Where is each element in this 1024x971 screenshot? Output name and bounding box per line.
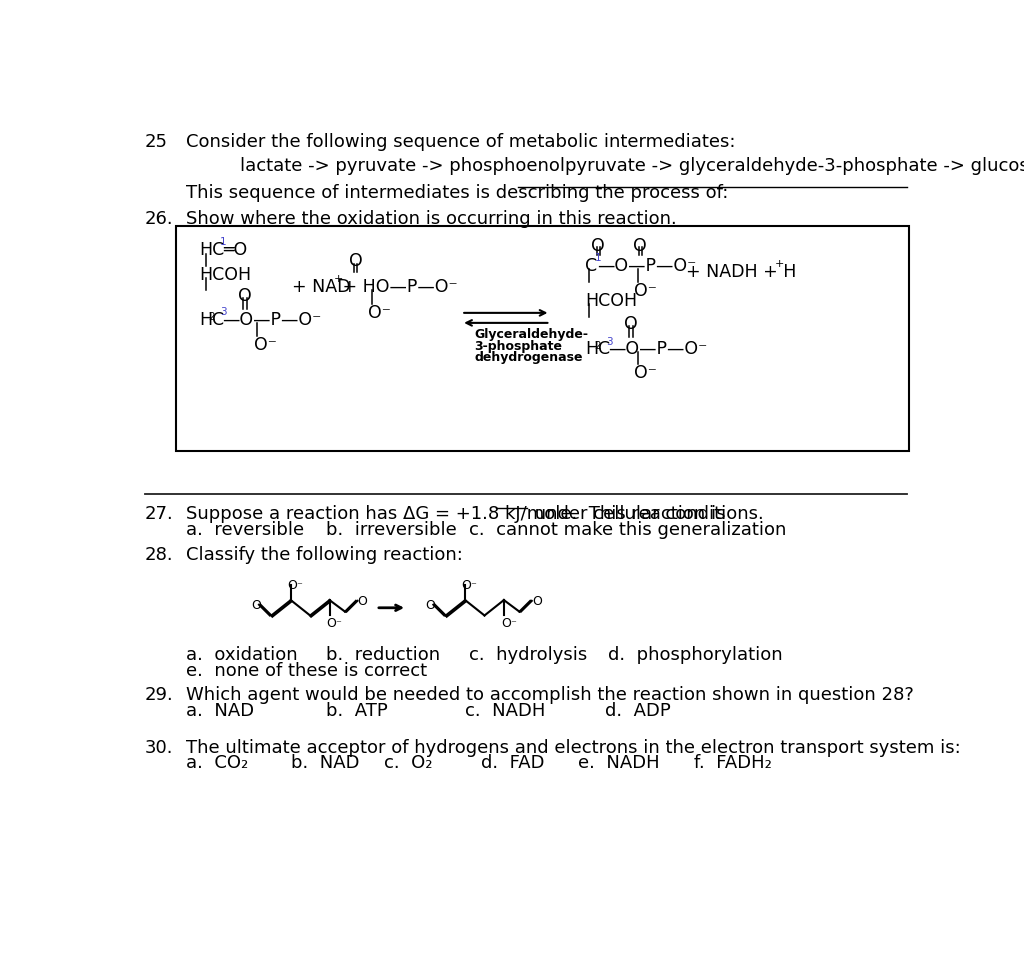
Text: under cellular conditions.: under cellular conditions. xyxy=(528,505,764,523)
Text: 3: 3 xyxy=(606,337,612,347)
Text: O: O xyxy=(461,579,471,591)
Text: lactate -> pyruvate -> phosphoenolpyruvate -> glyceraldehyde-3-phosphate -> gluc: lactate -> pyruvate -> phosphoenolpyruva… xyxy=(241,156,1024,175)
Text: + HO—P—O⁻: + HO—P—O⁻ xyxy=(337,279,458,296)
Text: b.  reduction: b. reduction xyxy=(326,647,439,664)
Text: Suppose a reaction has ΔG = +1.8 kJ/mole.  This reaction is: Suppose a reaction has ΔG = +1.8 kJ/mole… xyxy=(186,505,731,523)
Text: O: O xyxy=(624,316,638,333)
Text: 28.: 28. xyxy=(145,546,174,564)
Text: c.  NADH: c. NADH xyxy=(465,702,546,720)
Text: O: O xyxy=(501,617,511,630)
Text: + NAD: + NAD xyxy=(292,279,351,296)
Text: O⁻: O⁻ xyxy=(369,304,391,321)
Text: ⁻: ⁻ xyxy=(296,581,302,590)
Text: ⁻: ⁻ xyxy=(510,619,516,629)
Text: d.  phosphorylation: d. phosphorylation xyxy=(608,647,783,664)
Text: O: O xyxy=(251,598,261,612)
Text: a.  CO₂: a. CO₂ xyxy=(186,754,249,772)
Text: O⁻: O⁻ xyxy=(634,282,657,300)
Text: c.  O₂: c. O₂ xyxy=(384,754,432,772)
Text: ═O: ═O xyxy=(223,241,248,259)
Text: 26.: 26. xyxy=(145,211,174,228)
Text: This sequence of intermediates is describing the process of:: This sequence of intermediates is descri… xyxy=(186,184,740,202)
Text: O: O xyxy=(592,238,605,255)
Text: Consider the following sequence of metabolic intermediates:: Consider the following sequence of metab… xyxy=(186,133,735,151)
Text: C: C xyxy=(586,256,597,275)
Text: d.  ADP: d. ADP xyxy=(604,702,671,720)
Text: b.  ATP: b. ATP xyxy=(326,702,387,720)
Text: +: + xyxy=(775,259,784,269)
Text: H: H xyxy=(586,340,598,358)
Text: a.  oxidation: a. oxidation xyxy=(186,647,298,664)
Text: O: O xyxy=(357,594,368,608)
Text: 3: 3 xyxy=(220,308,227,318)
Text: +: + xyxy=(334,275,343,285)
Text: + NADH + H: + NADH + H xyxy=(686,263,797,281)
Text: a.  reversible: a. reversible xyxy=(186,520,304,539)
Text: c.  hydrolysis: c. hydrolysis xyxy=(469,647,587,664)
Text: 29.: 29. xyxy=(145,686,174,704)
Text: 1: 1 xyxy=(595,252,601,263)
Text: —O—P—O⁻: —O—P—O⁻ xyxy=(608,340,708,358)
Text: C: C xyxy=(212,311,224,328)
Text: 27.: 27. xyxy=(145,505,174,523)
Text: O: O xyxy=(238,287,252,306)
Text: O⁻: O⁻ xyxy=(254,336,276,354)
Text: Show where the oxidation is occurring in this reaction.: Show where the oxidation is occurring in… xyxy=(186,211,677,228)
Text: The ultimate acceptor of hydrogens and electrons in the electron transport syste: The ultimate acceptor of hydrogens and e… xyxy=(186,739,961,756)
Text: O: O xyxy=(531,594,542,608)
Text: b.  NAD: b. NAD xyxy=(291,754,359,772)
Text: O⁻: O⁻ xyxy=(634,364,657,383)
Text: C: C xyxy=(598,340,610,358)
Text: —O—P—O⁻: —O—P—O⁻ xyxy=(597,256,696,275)
Text: d.  FAD: d. FAD xyxy=(480,754,544,772)
Text: HCOH: HCOH xyxy=(586,292,637,310)
Text: O: O xyxy=(425,598,435,612)
Text: 2: 2 xyxy=(594,342,600,352)
Text: e.  NADH: e. NADH xyxy=(578,754,659,772)
Text: O: O xyxy=(349,252,362,270)
Text: O: O xyxy=(633,238,647,255)
Text: dehydrogenase: dehydrogenase xyxy=(474,352,583,364)
Text: ⁻: ⁻ xyxy=(471,581,476,590)
Text: 25: 25 xyxy=(145,133,168,151)
Text: O: O xyxy=(287,579,297,591)
Text: ⁻: ⁻ xyxy=(336,619,342,629)
Text: Classify the following reaction:: Classify the following reaction: xyxy=(186,546,463,564)
Text: HC: HC xyxy=(200,241,224,259)
Text: e.  none of these is correct: e. none of these is correct xyxy=(186,661,427,680)
Text: —O—P—O⁻: —O—P—O⁻ xyxy=(222,311,322,328)
Text: 3-phosphate: 3-phosphate xyxy=(474,340,562,352)
Text: 30.: 30. xyxy=(145,739,173,756)
Text: 2: 2 xyxy=(208,312,214,322)
Text: O: O xyxy=(327,617,336,630)
Text: Glyceraldehyde-: Glyceraldehyde- xyxy=(474,328,589,341)
Text: b.  irreversible: b. irreversible xyxy=(326,520,457,539)
Text: 1: 1 xyxy=(219,238,226,248)
Text: H: H xyxy=(200,311,212,328)
Text: c.  cannot make this generalization: c. cannot make this generalization xyxy=(469,520,786,539)
Bar xyxy=(176,226,909,452)
Text: f.  FADH₂: f. FADH₂ xyxy=(693,754,772,772)
Text: Which agent would be needed to accomplish the reaction shown in question 28?: Which agent would be needed to accomplis… xyxy=(186,686,914,704)
Text: a.  NAD: a. NAD xyxy=(186,702,254,720)
Text: HCOH: HCOH xyxy=(200,266,252,284)
